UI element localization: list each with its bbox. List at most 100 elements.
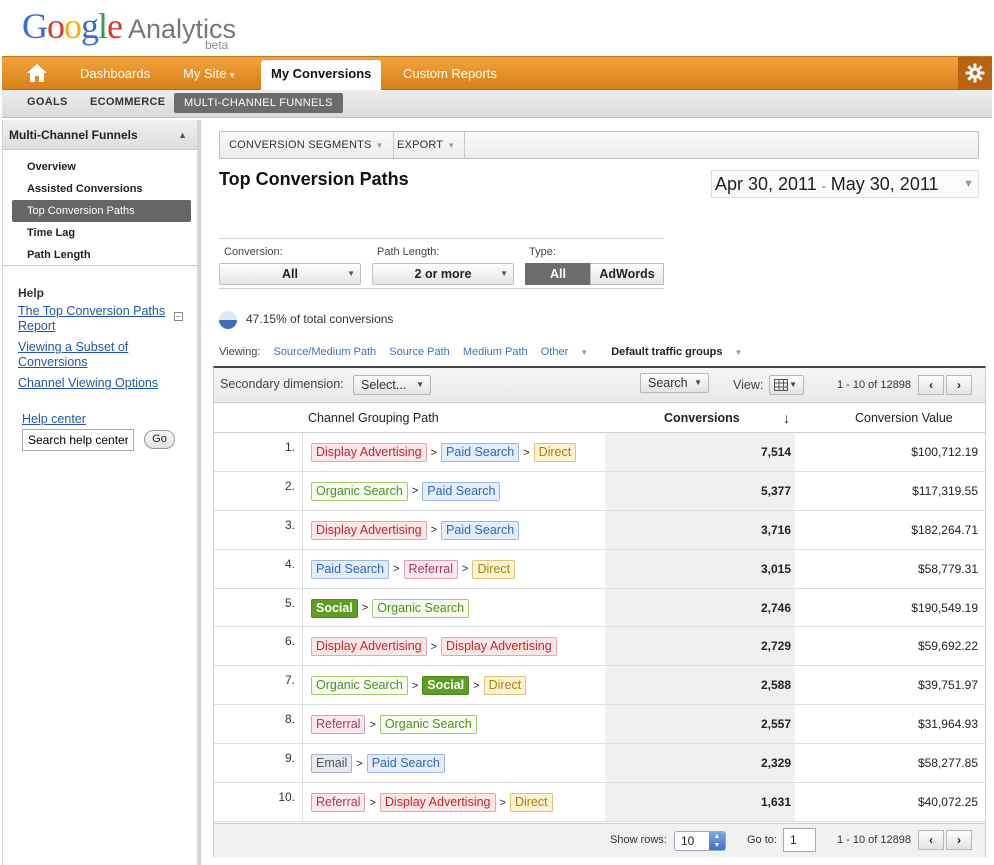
channel-chip-paid[interactable]: Paid Search <box>366 754 445 774</box>
grid-view-icon[interactable]: ▼ <box>769 375 804 395</box>
path-cell: Display Advertising > Paid Search <box>302 510 605 549</box>
nav-my-site[interactable]: My Site ▾ <box>183 66 235 81</box>
nav-my-conversions[interactable]: My Conversions <box>261 60 382 91</box>
sidebar-header[interactable]: Multi-Channel Funnels ▲ <box>3 120 197 150</box>
goto-label: Go to: <box>747 834 777 846</box>
channel-chip-social[interactable]: Social <box>422 676 470 696</box>
sidebar-item-top-conversion-paths[interactable]: Top Conversion Paths <box>12 200 191 222</box>
path-separator: > <box>356 757 363 770</box>
channel-chip-referral[interactable]: Referral <box>311 715 366 735</box>
date-start: Apr 30, 2011 <box>715 174 817 194</box>
help-link-viewing-subset[interactable]: Viewing a Subset of Conversions <box>18 340 129 369</box>
chevron-down-icon: ▼ <box>347 269 355 278</box>
prev-page-button[interactable]: ‹ <box>918 375 944 395</box>
subnav-ecommerce[interactable]: ECOMMERCE <box>90 96 166 108</box>
sidebar: Multi-Channel Funnels ▲ Overview Assiste… <box>2 120 201 865</box>
gear-icon[interactable] <box>958 57 992 90</box>
export-button[interactable]: EXPORT ▼ <box>388 132 466 158</box>
table-row: 2. Organic Search > Paid Search 5,377 $117,31… <box>214 471 985 511</box>
date-end: May 30, 2011 <box>830 174 939 194</box>
sort-down-icon[interactable]: ↓ <box>783 410 790 426</box>
type-adwords-toggle[interactable]: AdWords <box>590 263 664 285</box>
view-source-path[interactable]: Source Path <box>389 346 450 358</box>
secondary-dimension-select[interactable]: Select... ▼ <box>353 375 431 395</box>
collapse-caret-icon[interactable]: ▲ <box>178 130 187 140</box>
channel-path: Email > Paid Search <box>311 754 445 774</box>
page-title: Top Conversion Paths <box>219 169 409 189</box>
channel-chip-organic[interactable]: Organic Search <box>311 481 408 501</box>
conversions-cell: 2,588 <box>605 666 795 705</box>
table-row: 7. Organic Search > Social > Direct 2,588 $39,7… <box>214 666 985 706</box>
type-all-toggle[interactable]: All <box>525 263 591 285</box>
home-icon[interactable] <box>26 63 54 85</box>
conversion-select[interactable]: All ▼ <box>219 263 361 285</box>
sidebar-item-assisted-conversions[interactable]: Assisted Conversions <box>27 183 143 195</box>
table-search-button[interactable]: Search ▼ <box>640 373 709 393</box>
date-range-picker[interactable]: Apr 30, 2011 - May 30, 2011 ▼ <box>711 170 979 198</box>
subnav-goals[interactable]: GOALS <box>27 96 68 108</box>
view-medium-path[interactable]: Medium Path <box>462 346 528 358</box>
channel-chip-organic[interactable]: Organic Search <box>372 598 470 618</box>
channel-chip-referral[interactable]: Referral <box>311 793 366 813</box>
row-number: 7. <box>284 673 295 688</box>
nav-dashboards[interactable]: Dashboards <box>80 66 151 81</box>
row-number: 10. <box>278 790 295 805</box>
help-link-top-conversion-paths[interactable]: The Top Conversion Paths Report <box>18 304 166 333</box>
help-link-channel-viewing[interactable]: Channel Viewing Options <box>18 376 159 390</box>
sidebar-item-path-length[interactable]: Path Length <box>27 249 91 261</box>
channel-chip-paid[interactable]: Paid Search <box>422 481 501 501</box>
channel-chip-organic[interactable]: Organic Search <box>311 676 408 696</box>
channel-chip-direct[interactable]: Direct <box>472 559 516 579</box>
col-conversion-value[interactable]: Conversion Value <box>855 411 953 425</box>
path-separator: > <box>369 796 376 809</box>
google-analytics-logo[interactable]: Google Analytics beta <box>22 6 236 54</box>
channel-path: Social > Organic Search <box>311 598 470 618</box>
help-go-button[interactable]: Go <box>144 430 175 450</box>
channel-chip-display[interactable]: Display Advertising <box>441 637 557 657</box>
channel-chip-display[interactable]: Display Advertising <box>311 520 427 540</box>
channel-chip-email[interactable]: Email <box>311 754 353 774</box>
channel-chip-direct[interactable]: Direct <box>509 793 553 813</box>
show-rows-select[interactable]: 10 ▲ ▼ <box>674 831 726 851</box>
next-page-button[interactable]: › <box>946 375 972 395</box>
channel-chip-paid[interactable]: Paid Search <box>311 559 390 579</box>
path-length-select[interactable]: 2 or more ▼ <box>372 263 514 285</box>
channel-chip-display[interactable]: Display Advertising <box>311 637 427 657</box>
help-search-input[interactable] <box>22 429 134 452</box>
view-default-traffic-groups[interactable]: Default traffic groups ▼ <box>611 346 743 358</box>
footer-next-page-button[interactable]: › <box>946 830 972 850</box>
subnav-multi-channel-funnels[interactable]: MULTI-CHANNEL FUNNELS <box>174 93 343 113</box>
channel-chip-paid[interactable]: Paid Search <box>441 443 520 462</box>
channel-chip-social[interactable]: Social <box>311 598 358 618</box>
path-cell: Referral > Display Advertising > Direct <box>302 783 605 821</box>
conversion-value-cell: $31,964.93 <box>917 717 978 732</box>
view-other[interactable]: Other ▼ <box>540 346 589 358</box>
sidebar-item-overview[interactable]: Overview <box>27 161 76 173</box>
viewing-label: Viewing: <box>219 346 261 358</box>
chevron-down-icon: ▼ <box>447 141 456 150</box>
goto-page-input[interactable]: 1 <box>783 828 816 852</box>
secondary-dimension-label: Secondary dimension: <box>220 377 344 391</box>
sidebar-menu: Overview Assisted Conversions Top Conver… <box>3 150 197 266</box>
sidebar-item-time-lag[interactable]: Time Lag <box>27 227 76 239</box>
conversion-segments-button[interactable]: CONVERSION SEGMENTS ▼ <box>220 132 394 158</box>
channel-chip-display[interactable]: Display Advertising <box>311 443 427 462</box>
nav-custom-reports[interactable]: Custom Reports <box>403 66 497 81</box>
collapse-help-icon[interactable]: − <box>174 312 183 321</box>
col-channel-grouping-path[interactable]: Channel Grouping Path <box>308 411 439 425</box>
conversion-value-cell: $190,549.19 <box>911 600 978 615</box>
channel-chip-referral[interactable]: Referral <box>403 559 459 579</box>
channel-path: Display Advertising > Display Advertising <box>311 637 557 657</box>
channel-chip-organic[interactable]: Organic Search <box>379 715 477 735</box>
col-conversions[interactable]: Conversions <box>664 411 740 425</box>
channel-chip-paid[interactable]: Paid Search <box>441 520 520 540</box>
channel-path: Display Advertising > Paid Search <box>311 520 520 540</box>
row-number: 8. <box>284 712 295 727</box>
row-number: 3. <box>284 517 295 532</box>
view-source-medium-path[interactable]: Source/Medium Path <box>273 346 377 358</box>
channel-chip-direct[interactable]: Direct <box>483 676 527 696</box>
channel-chip-display[interactable]: Display Advertising <box>379 793 496 813</box>
channel-chip-direct[interactable]: Direct <box>533 443 577 462</box>
footer-prev-page-button[interactable]: ‹ <box>918 830 944 850</box>
help-center-link[interactable]: Help center <box>22 412 86 427</box>
